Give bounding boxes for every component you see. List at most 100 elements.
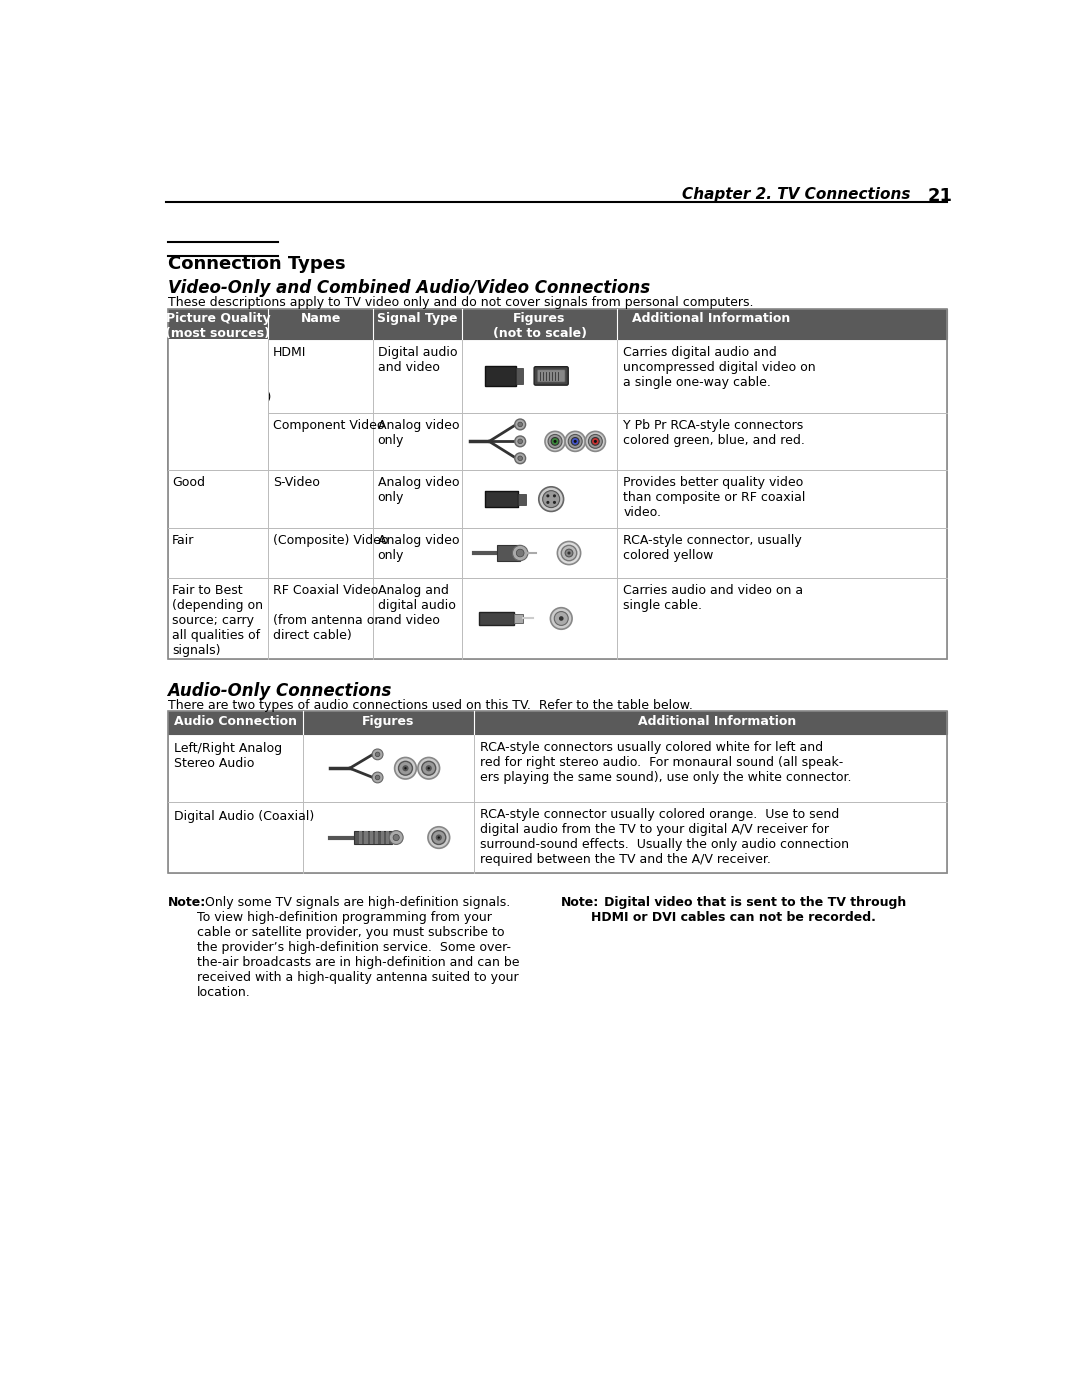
Bar (514, 613, 524, 623)
Circle shape (515, 436, 526, 447)
Circle shape (546, 495, 550, 497)
Bar (167, 802, 947, 873)
Text: 21: 21 (928, 187, 953, 205)
Text: There are two types of audio connections used on this TV.  Refer to the table be: There are two types of audio connections… (167, 698, 692, 712)
Bar (517, 493, 526, 504)
Circle shape (557, 542, 581, 564)
Circle shape (393, 834, 400, 841)
Text: Y Pb Pr RCA-style connectors
colored green, blue, and red.: Y Pb Pr RCA-style connectors colored gre… (623, 419, 805, 447)
Bar (167, 735, 947, 802)
Text: Note:: Note: (167, 895, 206, 909)
Text: Fair: Fair (172, 534, 194, 548)
Circle shape (517, 439, 523, 444)
Circle shape (418, 757, 440, 780)
Text: RF Coaxial Video

(from antenna or
direct cable): RF Coaxial Video (from antenna or direct… (273, 584, 379, 643)
Circle shape (428, 767, 430, 770)
Circle shape (422, 761, 435, 775)
Circle shape (554, 612, 568, 626)
Circle shape (548, 434, 562, 448)
Bar (516, 369, 523, 384)
Circle shape (545, 432, 565, 451)
Circle shape (539, 486, 564, 511)
Text: Carries digital audio and
uncompressed digital video on
a single one-way cable.: Carries digital audio and uncompressed d… (623, 345, 815, 388)
Circle shape (426, 766, 432, 771)
Text: RCA-style connector, usually
colored yellow: RCA-style connector, usually colored yel… (623, 534, 802, 562)
Text: (Composite) Video: (Composite) Video (273, 534, 389, 548)
Bar (167, 711, 947, 735)
Bar (353, 831, 392, 844)
Text: Analog video
only: Analog video only (378, 534, 459, 562)
Circle shape (551, 608, 572, 629)
Text: Analog video
only: Analog video only (378, 476, 459, 504)
Circle shape (594, 440, 597, 443)
Circle shape (515, 419, 526, 430)
Circle shape (399, 761, 413, 775)
Text: S-Video: S-Video (273, 476, 320, 489)
Bar (167, 578, 947, 659)
Circle shape (567, 552, 570, 555)
Text: Audio Connection: Audio Connection (174, 715, 297, 728)
Text: Best
(carry high-
definition video
when available): Best (carry high- definition video when … (172, 345, 271, 404)
Bar (364, 831, 367, 844)
Bar (167, 309, 947, 339)
Circle shape (428, 827, 449, 848)
Text: Connection Types: Connection Types (167, 254, 346, 272)
Circle shape (375, 775, 380, 780)
Bar (480, 612, 514, 626)
Bar (497, 545, 521, 560)
Bar (167, 711, 947, 873)
Circle shape (589, 434, 603, 448)
Circle shape (585, 432, 606, 451)
Text: Chapter 2. TV Connections: Chapter 2. TV Connections (681, 187, 910, 203)
Circle shape (559, 616, 564, 620)
Text: Video-Only and Combined Audio/Video Connections: Video-Only and Combined Audio/Video Conn… (167, 279, 650, 298)
Circle shape (565, 432, 585, 451)
Text: RCA-style connector usually colored orange.  Use to send
digital audio from the : RCA-style connector usually colored oran… (480, 809, 849, 866)
Text: Fair to Best
(depending on
source; carry
all qualities of
signals): Fair to Best (depending on source; carry… (172, 584, 264, 657)
FancyBboxPatch shape (535, 366, 568, 386)
Text: Only some TV signals are high-definition signals.
To view high-definition progra: Only some TV signals are high-definition… (197, 895, 519, 999)
Circle shape (512, 545, 528, 560)
Bar (167, 528, 947, 578)
Circle shape (403, 766, 408, 771)
Circle shape (517, 422, 523, 426)
Circle shape (592, 437, 599, 446)
Bar (485, 366, 516, 386)
Circle shape (373, 749, 383, 760)
Text: Figures
(not to scale): Figures (not to scale) (492, 312, 586, 339)
Text: Digital audio
and video: Digital audio and video (378, 345, 457, 373)
Circle shape (437, 837, 440, 838)
Text: Audio-Only Connections: Audio-Only Connections (167, 682, 392, 700)
Bar (380, 831, 383, 844)
Circle shape (375, 752, 380, 757)
Bar (485, 492, 517, 507)
Circle shape (553, 502, 556, 504)
Text: Analog video
only: Analog video only (378, 419, 459, 447)
Circle shape (515, 453, 526, 464)
Circle shape (516, 549, 524, 557)
Text: Name: Name (300, 312, 341, 324)
Circle shape (435, 834, 442, 841)
Circle shape (571, 437, 579, 446)
Circle shape (551, 437, 559, 446)
Circle shape (373, 773, 383, 782)
Text: Carries audio and video on a
single cable.: Carries audio and video on a single cabl… (623, 584, 804, 612)
Circle shape (389, 831, 403, 844)
Text: Digital video that is sent to the TV through
HDMI or DVI cables can not be recor: Digital video that is sent to the TV thr… (591, 895, 906, 923)
Circle shape (542, 490, 559, 507)
Bar (369, 831, 373, 844)
Text: Additional Information: Additional Information (637, 715, 796, 728)
Circle shape (573, 440, 577, 443)
Circle shape (562, 545, 577, 560)
Text: Signal Type: Signal Type (377, 312, 458, 324)
Text: Digital Audio (Coaxial): Digital Audio (Coaxial) (174, 810, 314, 823)
Text: Figures: Figures (362, 715, 415, 728)
Bar (167, 412, 947, 471)
Text: RCA-style connectors usually colored white for left and
red for right stereo aud: RCA-style connectors usually colored whi… (480, 740, 851, 784)
Text: Left/Right Analog
Stereo Audio: Left/Right Analog Stereo Audio (174, 742, 282, 770)
Text: Picture Quality
(most sources): Picture Quality (most sources) (165, 312, 270, 339)
Circle shape (568, 434, 582, 448)
Bar (167, 471, 947, 528)
Bar (167, 309, 947, 659)
Circle shape (432, 831, 446, 844)
